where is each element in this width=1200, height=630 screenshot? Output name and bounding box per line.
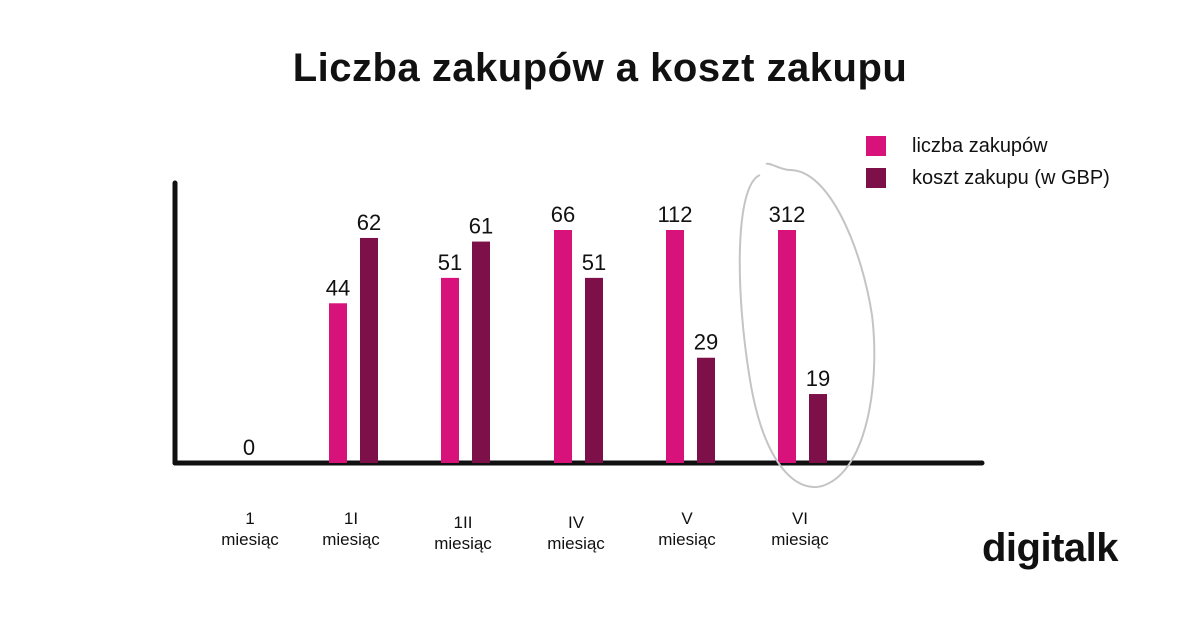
legend-label-cost: koszt zakupu (w GBP)	[912, 166, 1110, 189]
bar-purchases-1	[329, 303, 347, 463]
data-label-cost-3: 51	[582, 250, 606, 275]
bar-cost-1	[360, 237, 378, 463]
bar-cost-3	[585, 277, 603, 463]
data-label-cost-4: 29	[694, 330, 718, 355]
data-label-cost-1: 62	[357, 210, 381, 235]
brand-logo: digitalk	[982, 526, 1119, 570]
x-tick-label-5-1: miesiąc	[771, 530, 829, 549]
chart-title: Liczba zakupów a koszt zakupu	[292, 46, 908, 90]
bar-cost-4	[697, 357, 715, 463]
x-tick-label-1-1: miesiąc	[322, 530, 380, 549]
bar-purchases-4	[666, 230, 684, 463]
bar-cost-2	[472, 241, 490, 463]
legend-swatch-cost	[866, 168, 886, 188]
legend-item-purchases: liczba zakupów	[866, 130, 1110, 162]
data-label-purchases-1: 44	[326, 275, 350, 300]
x-tick-label-5-0: VI	[792, 509, 808, 528]
x-tick-label-1-0: 1I	[344, 509, 358, 528]
x-tick-label-3-0: IV	[568, 513, 585, 532]
data-label-purchases-2: 51	[438, 250, 462, 275]
highlight-ellipse	[738, 162, 876, 489]
x-tick-label-2-0: 1II	[454, 513, 473, 532]
x-tick-label-0-0: 1	[245, 509, 254, 528]
legend-swatch-purchases	[866, 136, 886, 156]
x-tick-label-0-1: miesiąc	[221, 530, 279, 549]
data-label-cost-2: 61	[469, 214, 493, 239]
legend-item-cost: koszt zakupu (w GBP)	[866, 162, 1110, 194]
data-label-purchases-4: 112	[657, 202, 692, 227]
bar-purchases-5	[778, 230, 796, 463]
bar-purchases-2	[441, 277, 459, 463]
legend: liczba zakupów koszt zakupu (w GBP)	[866, 130, 1110, 194]
x-tick-label-3-1: miesiąc	[547, 534, 605, 553]
x-tick-label-2-1: miesiąc	[434, 534, 492, 553]
data-label-purchases-3: 66	[551, 202, 575, 227]
data-label-cost-5: 19	[806, 366, 830, 391]
legend-label-purchases: liczba zakupów	[912, 134, 1048, 157]
x-tick-label-4-0: V	[681, 509, 693, 528]
data-label-purchases-0: 0	[243, 435, 255, 460]
data-label-purchases-5: 312	[769, 202, 806, 227]
x-tick-label-4-1: miesiąc	[658, 530, 716, 549]
bar-cost-5	[809, 394, 827, 463]
bar-purchases-3	[554, 230, 572, 463]
